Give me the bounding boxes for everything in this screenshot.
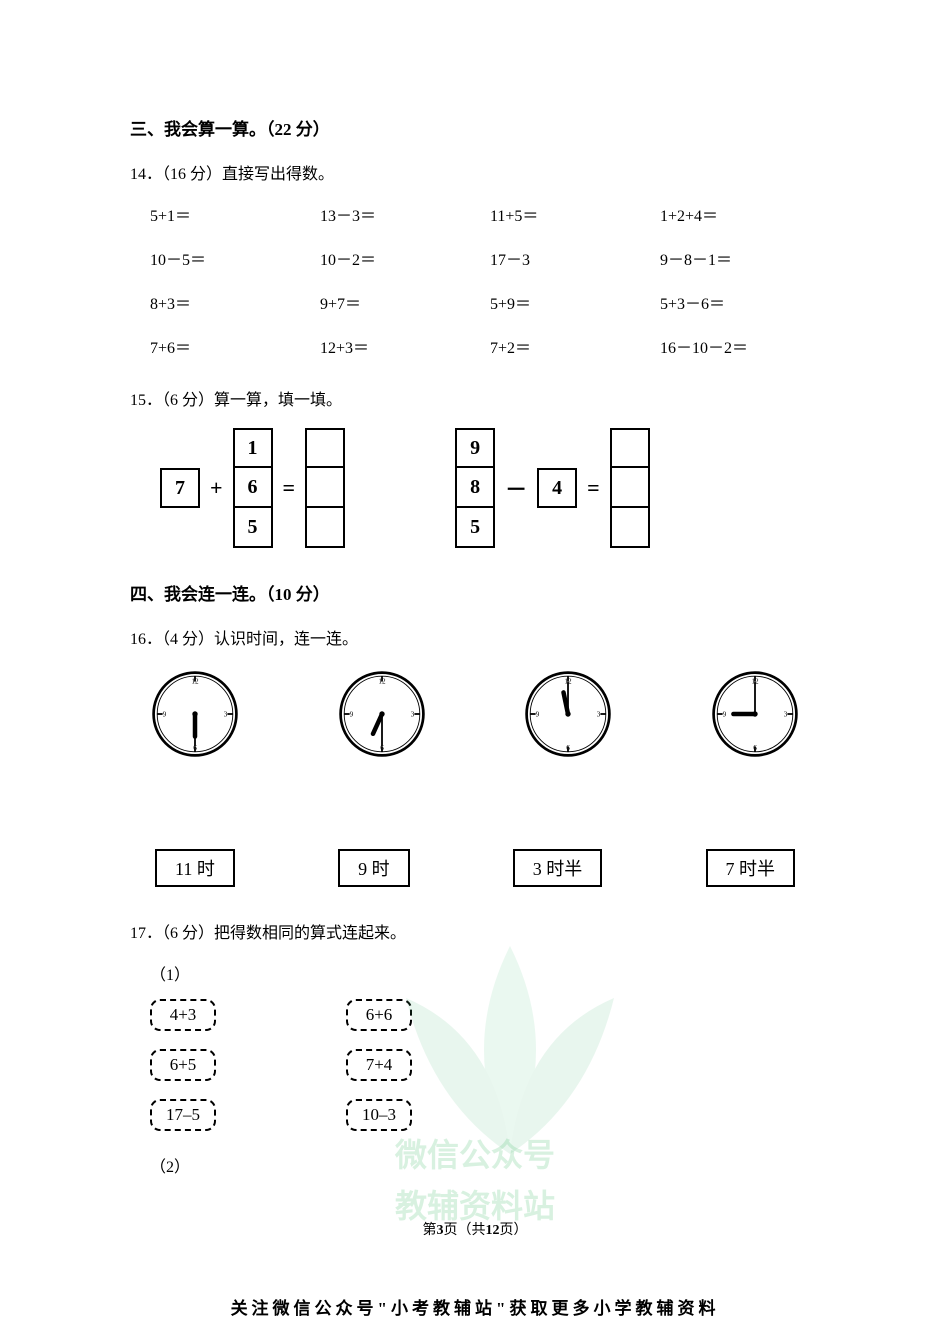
q15-stack-empty [610,428,650,548]
q14-cell: 5+9＝ [490,290,650,314]
svg-text:12: 12 [378,677,386,685]
expr-bubble: 6+5 [150,1049,216,1081]
expr-bubble: 6+6 [346,999,412,1031]
q14-cell: 9－8－1＝ [660,246,820,270]
time-labels-row: 11 时 9 时 3 时半 7 时半 [130,849,820,887]
q15-box-empty [610,508,650,548]
svg-text:6: 6 [753,744,757,752]
q15-box-empty [305,468,345,508]
q15-box: 1 [233,428,273,468]
q15-box: 4 [537,468,577,508]
q17-col1: 4+3 6+5 17–5 [150,999,216,1131]
svg-text:3: 3 [597,711,601,719]
q15-box: 7 [160,468,200,508]
svg-text:6: 6 [567,744,571,752]
minus-op: － [501,472,531,504]
q15-box-empty [610,428,650,468]
time-label: 3 时半 [513,849,603,887]
q14-cell: 8+3＝ [150,290,310,314]
q15-stack: 1 6 5 [233,428,273,548]
expr-bubble: 17–5 [150,1099,216,1131]
q14-cell: 5+1＝ [150,202,310,226]
q14-cell: 7+2＝ [490,334,650,358]
q14-cell: 10－5＝ [150,246,310,270]
q14-grid: 5+1＝ 13－3＝ 11+5＝ 1+2+4＝ 10－5＝ 10－2＝ 17－3… [130,202,820,358]
q17-prompt: 17．（6 分）把得数相同的算式连起来。 [130,919,820,943]
q15-left: 7 + 1 6 5 = [160,428,345,548]
section3-title: 三、我会算一算。（22 分） [130,115,820,140]
q15-prompt: 15．（6 分）算一算，填一填。 [130,386,820,410]
q15-right: 9 8 5 － 4 = [455,428,650,548]
q15-box: 8 [455,468,495,508]
q14-cell: 11+5＝ [490,202,650,226]
q14-cell: 1+2+4＝ [660,202,820,226]
q15-box: 9 [455,428,495,468]
q14-cell: 9+7＝ [320,290,480,314]
q15-stack-empty [305,428,345,548]
q14-cell: 13－3＝ [320,202,480,226]
svg-text:9: 9 [349,711,353,719]
q15-box: 5 [455,508,495,548]
svg-text:9: 9 [536,711,540,719]
q17-sub1: （1） [130,961,820,985]
q14-cell: 12+3＝ [320,334,480,358]
q14-cell: 10－2＝ [320,246,480,270]
svg-text:9: 9 [723,711,727,719]
section4-title: 四、我会连一连。（10 分） [130,580,820,605]
q14-cell: 5+3－6＝ [660,290,820,314]
expr-bubble: 10–3 [346,1099,412,1131]
time-label: 7 时半 [706,849,796,887]
svg-text:12: 12 [191,677,199,685]
plus-op: + [206,475,227,501]
clock-icon: 12 3 6 9 [710,669,800,759]
clock-icon: 12 3 6 9 [150,669,240,759]
clocks-row: 12 3 6 9 12 3 6 9 [130,669,820,759]
time-label: 11 时 [155,849,235,887]
q15-stack: 9 8 5 [455,428,495,548]
svg-text:3: 3 [224,711,228,719]
page-number: 第3页（共12页） [0,1219,950,1239]
expr-bubble: 7+4 [346,1049,412,1081]
q15-box-empty [305,428,345,468]
q17-sub2: （2） [130,1153,820,1177]
q14-cell: 7+6＝ [150,334,310,358]
q14-cell: 17－3 [490,246,650,270]
svg-text:9: 9 [163,711,167,719]
q17-cols: 4+3 6+5 17–5 6+6 7+4 10–3 [130,999,820,1131]
expr-bubble: 4+3 [150,999,216,1031]
q15-box: 5 [233,508,273,548]
q17-col2: 6+6 7+4 10–3 [346,999,412,1131]
clock-icon: 12 3 6 9 [523,669,613,759]
time-label: 9 时 [338,849,410,887]
equals-op: = [279,475,300,501]
q14-cell: 16－10－2＝ [660,334,820,358]
equals-op: = [583,475,604,501]
clock-icon: 12 3 6 9 [337,669,427,759]
q15-box-empty [610,468,650,508]
q15-box: 6 [233,468,273,508]
svg-text:3: 3 [784,711,788,719]
q14-prompt: 14．（16 分）直接写出得数。 [130,160,820,184]
q15-box-empty [305,508,345,548]
footer-text: 关注微信公众号"小考教辅站"获取更多小学教辅资料 [0,1294,950,1319]
svg-text:3: 3 [410,711,414,719]
q16-prompt: 16．（4 分）认识时间，连一连。 [130,625,820,649]
q15-row: 7 + 1 6 5 = 9 8 5 － 4 = [130,428,820,548]
